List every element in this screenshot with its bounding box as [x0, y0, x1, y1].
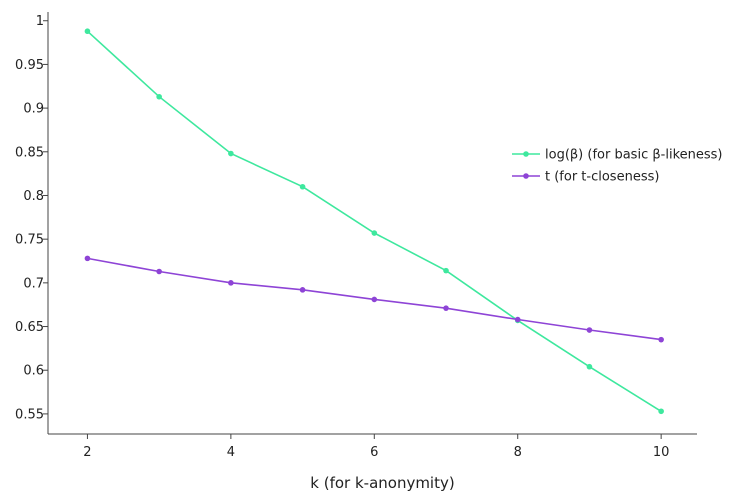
- data-point: [84, 28, 91, 35]
- y-tick-label: 0.75: [15, 233, 44, 248]
- legend-swatch-marker: [523, 173, 529, 179]
- y-tick-label: 0.9: [23, 102, 44, 117]
- series-2: [84, 255, 664, 343]
- series-line: [86, 30, 662, 412]
- y-tick-label: 0.55: [15, 407, 44, 422]
- data-point: [156, 268, 162, 275]
- legend-swatch-marker: [523, 151, 529, 157]
- data-point: [299, 183, 306, 190]
- data-point: [228, 280, 234, 286]
- data-point: [443, 267, 449, 274]
- legend: log(β) (for basic β-likeness) t (for t-cl…: [512, 148, 722, 185]
- y-tick-label: 0.85: [15, 145, 44, 160]
- data-point: [514, 316, 521, 323]
- data-point: [586, 327, 593, 333]
- y-axis-ticks: 0.55 0.6 0.65 0.7 0.75 0.8 0.85 0.9 0.95 1: [15, 14, 48, 422]
- data-point: [156, 93, 162, 100]
- data-point: [658, 408, 664, 415]
- x-tick-label: 6: [370, 445, 378, 460]
- y-tick-label: 0.95: [15, 58, 44, 73]
- x-tick-label: 4: [227, 445, 235, 460]
- series-1: [84, 28, 664, 415]
- x-tick-label: 10: [653, 445, 670, 460]
- data-point: [84, 255, 91, 262]
- data-point: [371, 296, 378, 303]
- y-tick-label: 0.6: [23, 364, 44, 379]
- legend-item: log(β) (for basic β-likeness): [512, 148, 722, 163]
- y-tick-label: 0.65: [15, 320, 44, 335]
- x-tick-label: 2: [83, 445, 91, 460]
- x-tick-label: 8: [514, 445, 522, 460]
- data-point: [658, 336, 664, 343]
- legend-label: t (for t-closeness): [545, 170, 659, 185]
- x-axis-ticks: 2 4 6 8 10: [83, 434, 669, 460]
- legend-item: t (for t-closeness): [512, 170, 659, 185]
- data-point: [228, 150, 234, 157]
- data-point: [299, 287, 306, 293]
- y-tick-label: 0.7: [23, 276, 44, 291]
- axes: [47, 12, 697, 435]
- data-point: [371, 230, 378, 236]
- legend-label: log(β) (for basic β-likeness): [545, 148, 722, 163]
- data-point: [443, 305, 449, 311]
- data-point: [586, 363, 593, 370]
- x-axis-label: k (for k-anonymity): [310, 474, 454, 492]
- y-tick-label: 1: [36, 14, 44, 29]
- series-layer: [84, 28, 664, 415]
- y-tick-label: 0.8: [23, 189, 44, 204]
